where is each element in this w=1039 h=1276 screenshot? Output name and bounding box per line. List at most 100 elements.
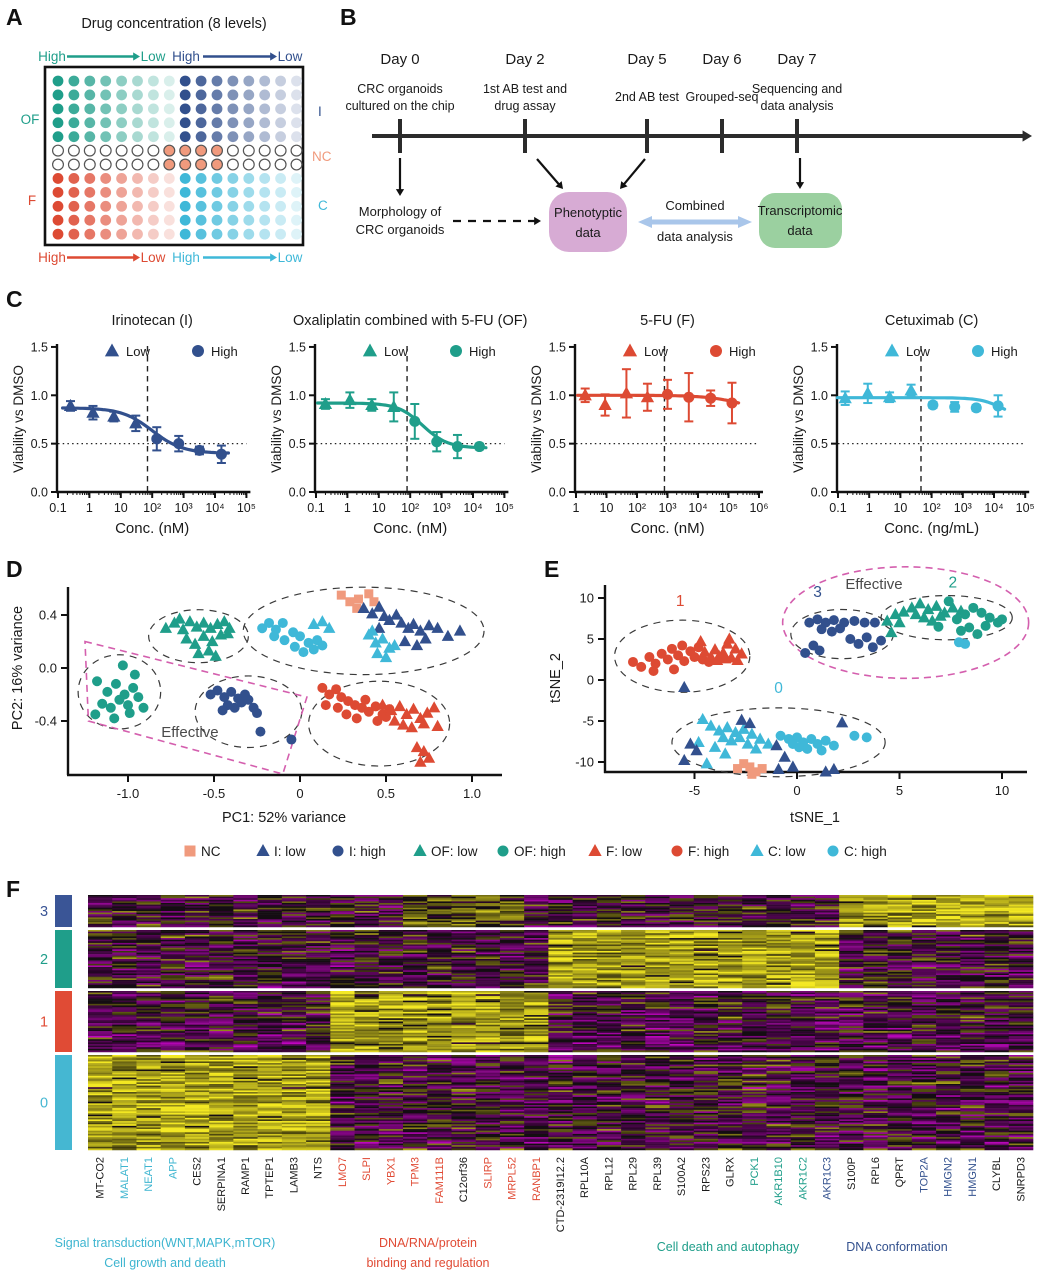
heatmap-cell <box>136 1045 161 1048</box>
heatmap-cell <box>960 968 985 971</box>
heatmap-cell <box>790 901 816 904</box>
heatmap-cell <box>960 1047 985 1050</box>
heatmap-cell <box>233 949 258 952</box>
heatmap-cell <box>693 971 719 974</box>
heatmap-cell <box>863 1016 888 1019</box>
heatmap-cell <box>790 946 816 948</box>
heatmap-cell <box>378 903 404 905</box>
heatmap-cell <box>281 912 307 915</box>
heatmap-cell <box>209 1043 234 1046</box>
heatmap-cell <box>790 1059 816 1062</box>
heatmap-cell <box>330 983 355 986</box>
heatmap-cell <box>184 975 210 977</box>
heatmap-cell <box>548 933 573 936</box>
heatmap-cell <box>257 909 283 912</box>
well-dot <box>291 200 302 212</box>
heatmap-cell <box>427 981 452 984</box>
heatmap-cell <box>88 1031 113 1033</box>
well-dot <box>100 117 112 129</box>
heatmap-cell <box>621 1037 646 1040</box>
heatmap-cell <box>378 899 404 902</box>
heatmap-cell <box>451 1040 476 1043</box>
heatmap-cell <box>184 896 210 899</box>
heatmap-cell <box>233 909 258 912</box>
point-triangle <box>717 730 730 743</box>
heatmap-cell <box>766 923 791 926</box>
phenotypic-data-box <box>549 192 627 252</box>
heatmap-cell <box>572 1023 598 1025</box>
heatmap-cell <box>1008 931 1034 934</box>
heatmap-cell <box>548 925 573 928</box>
heatmap-cell <box>233 963 258 966</box>
heatmap-cell <box>88 909 113 912</box>
well-dot <box>211 186 223 198</box>
heatmap-cell <box>160 923 186 926</box>
heatmap-cell <box>572 939 598 942</box>
heatmap-cell <box>887 1024 913 1027</box>
heatmap-cell <box>427 978 452 981</box>
heatmap-cell <box>839 898 864 901</box>
heatmap-cell <box>88 917 113 920</box>
point-triangle <box>366 607 379 619</box>
heatmap-cell <box>499 1000 525 1003</box>
cluster-bar-label-0: 0 <box>40 1096 48 1112</box>
x-tick-label: 10 <box>995 783 1009 798</box>
heatmap-cell <box>936 1018 961 1021</box>
heatmap-cell <box>911 1058 937 1061</box>
heatmap-cell <box>936 939 961 942</box>
heatmap-cell <box>766 1048 791 1051</box>
heatmap-cell <box>863 912 888 915</box>
x-tick-label: 1.0 <box>463 786 481 801</box>
heatmap-cell <box>306 934 331 937</box>
heatmap-cell <box>548 909 573 912</box>
heatmap-cell <box>548 952 573 955</box>
point-circle <box>90 709 101 720</box>
heatmap-cell <box>887 911 913 913</box>
heatmap-cell <box>911 922 937 925</box>
heatmap-cell <box>718 991 743 993</box>
heatmap-cell <box>911 941 937 944</box>
well-dot <box>132 186 143 198</box>
heatmap-cell <box>936 1000 961 1003</box>
heatmap-cell <box>645 991 670 993</box>
data-point <box>473 441 485 453</box>
heatmap-cell <box>1008 898 1034 901</box>
heatmap-cell <box>718 954 743 957</box>
heatmap-cell <box>112 954 137 957</box>
heatmap-cell <box>499 922 525 925</box>
heatmap-cell <box>306 970 331 973</box>
well-dot <box>52 173 64 184</box>
heatmap-cell <box>499 898 525 901</box>
heatmap-cell <box>257 1039 283 1042</box>
heatmap-cell <box>790 1013 816 1016</box>
heatmap-cell <box>693 1055 719 1057</box>
heatmap-cell <box>330 954 355 957</box>
heatmap-cell <box>911 1026 937 1029</box>
heatmap-cell <box>403 965 428 968</box>
heatmap-cell <box>112 1055 137 1057</box>
heatmap-cell <box>112 950 137 953</box>
point-triangle <box>376 698 389 710</box>
heatmap-cell <box>742 949 767 952</box>
heatmap-cell <box>451 1058 476 1061</box>
heatmap-cell <box>281 976 307 979</box>
point-triangle <box>218 615 231 627</box>
heatmap-cell <box>184 971 210 974</box>
heatmap-cell <box>645 1027 670 1030</box>
heatmap-cell <box>427 979 452 982</box>
heatmap-cell <box>88 1034 113 1037</box>
point-circle <box>666 643 677 654</box>
heatmap-cell <box>669 1002 695 1005</box>
heatmap-cell <box>960 983 985 986</box>
heatmap-cell <box>499 1061 525 1064</box>
heatmap-cell <box>766 1045 791 1048</box>
heatmap-cell <box>524 965 549 968</box>
heatmap-cell <box>451 941 476 944</box>
heatmap-cell <box>863 1031 888 1033</box>
heatmap-cell <box>378 976 404 979</box>
heatmap-cell <box>814 1039 840 1042</box>
heatmap-cell <box>378 984 404 987</box>
heatmap-cell <box>257 992 283 995</box>
heatmap-cell <box>887 912 913 915</box>
